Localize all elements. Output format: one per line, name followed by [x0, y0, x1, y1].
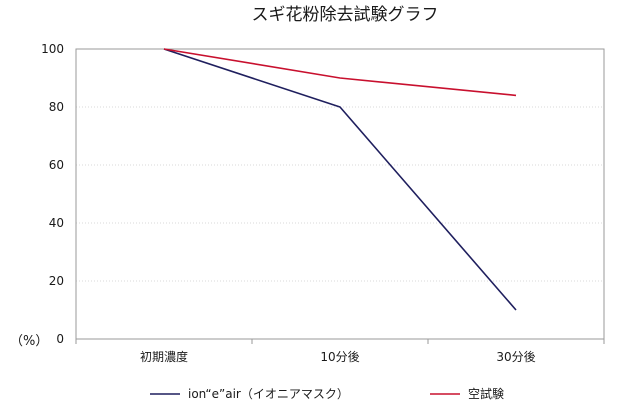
plot-border	[75, 48, 605, 340]
series-line-0	[163, 48, 517, 311]
legend-label-1: 空試験	[468, 386, 504, 401]
series-line-1	[163, 48, 517, 97]
x-tick-label-2: 30分後	[496, 350, 535, 364]
y-tick-label-0: 0	[56, 332, 64, 346]
y-axis-unit-label: （%）	[10, 334, 48, 349]
plot-area: 0 20 40 60 80 100 初期濃度 10分後 30分後	[41, 42, 605, 364]
y-tick-label-100: 100	[41, 42, 64, 56]
legend: ion“e”air（イオニアマスク） 空試験	[150, 386, 504, 401]
x-tick-label-0: 初期濃度	[140, 349, 188, 364]
y-tick-label-40: 40	[49, 216, 64, 230]
y-tick-label-60: 60	[49, 158, 64, 172]
y-tick-label-20: 20	[49, 274, 64, 288]
chart-title: スギ花粉除去試験グラフ	[252, 5, 439, 25]
y-tick-label-80: 80	[49, 100, 64, 114]
legend-label-0: ion“e”air（イオニアマスク）	[188, 387, 349, 401]
x-tick-label-1: 10分後	[320, 350, 359, 364]
